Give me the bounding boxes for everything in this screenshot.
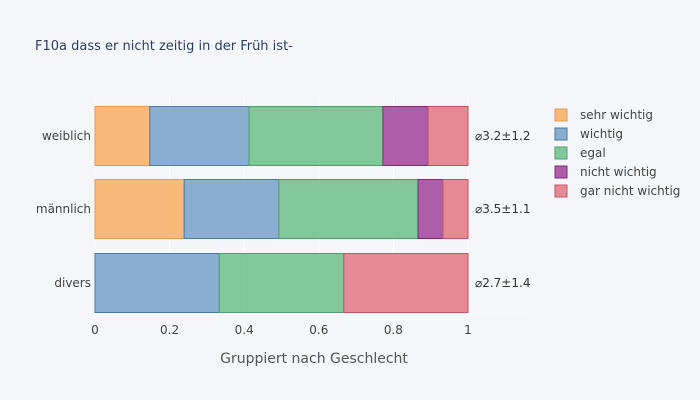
legend-item-gar-nicht-wichtig[interactable]: gar nicht wichtig (554, 184, 680, 198)
bar-weiblich-nicht-wichtig[interactable] (382, 106, 429, 166)
legend[interactable]: sehr wichtig wichtig egal nicht wichtig gar … (554, 108, 680, 198)
legend-label: gar nicht wichtig (580, 184, 680, 198)
category-label: divers (54, 276, 91, 290)
chart-title: F10a dass er nicht zeitig in der Früh is… (35, 39, 293, 54)
average-label: ⌀3.5±1.1 (475, 202, 530, 216)
bar-männlich-wichtig[interactable] (183, 179, 280, 239)
x-axis-label: Gruppiert nach Geschlecht (220, 351, 408, 367)
bar-weiblich-egal[interactable] (248, 106, 384, 166)
averages: ⌀3.2±1.2 ⌀3.5±1.1 ⌀2.7±1.4 (475, 129, 530, 290)
legend-item-wichtig[interactable]: wichtig (554, 127, 623, 141)
bar-weiblich-sehr-wichtig[interactable] (94, 106, 151, 166)
x-tick-label: 0.4 (235, 323, 254, 337)
bars (94, 106, 469, 313)
bar-weiblich-gar-nicht-wichtig[interactable] (427, 106, 469, 166)
bar-divers-gar-nicht-wichtig[interactable] (343, 253, 469, 313)
category-label: weiblich (42, 129, 91, 143)
legend-item-nicht-wichtig[interactable]: nicht wichtig (554, 165, 657, 179)
legend-label: sehr wichtig (580, 108, 653, 122)
bar-männlich-nicht-wichtig[interactable] (417, 179, 444, 239)
legend-label: wichtig (580, 127, 623, 141)
legend-swatch (554, 146, 568, 160)
legend-swatch (554, 184, 568, 198)
category-label: männlich (36, 202, 91, 216)
x-axis-ticks: 0 0.2 0.4 0.6 0.8 1 (91, 323, 472, 337)
x-tick-label: 0.8 (384, 323, 403, 337)
bar-weiblich-wichtig[interactable] (149, 106, 250, 166)
x-tick-label: 0 (91, 323, 99, 337)
legend-swatch (554, 127, 568, 141)
bar-männlich-gar-nicht-wichtig[interactable] (442, 179, 469, 239)
x-tick-label: 1 (464, 323, 472, 337)
x-tick-label: 0.2 (160, 323, 179, 337)
average-label: ⌀2.7±1.4 (475, 276, 530, 290)
legend-swatch (554, 165, 568, 179)
bar-männlich-egal[interactable] (278, 179, 419, 239)
legend-label: egal (580, 146, 606, 160)
legend-swatch (554, 108, 568, 122)
bar-divers-wichtig[interactable] (94, 253, 220, 313)
average-label: ⌀3.2±1.2 (475, 129, 530, 143)
legend-item-sehr-wichtig[interactable]: sehr wichtig (554, 108, 653, 122)
x-tick-label: 0.6 (309, 323, 328, 337)
y-axis-categories: weiblich männlich divers (36, 129, 91, 290)
bar-divers-egal[interactable] (218, 253, 345, 313)
bar-männlich-sehr-wichtig[interactable] (94, 179, 185, 239)
legend-label: nicht wichtig (580, 165, 657, 179)
legend-item-egal[interactable]: egal (554, 146, 606, 160)
